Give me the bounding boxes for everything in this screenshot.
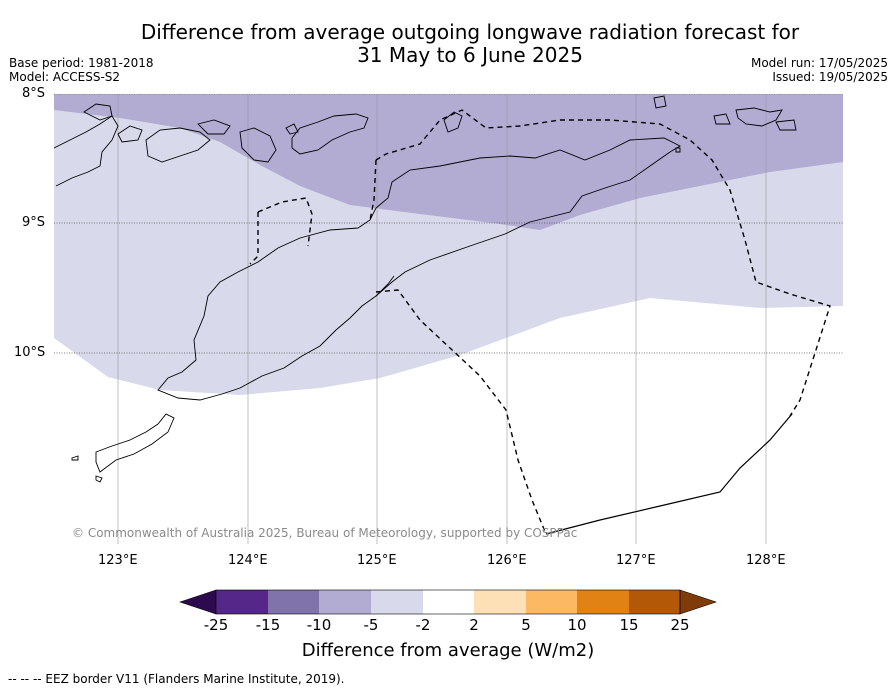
colorbar-tick: 5	[521, 616, 531, 634]
colorbar-15-25	[629, 590, 680, 614]
colorbar-tick: -5	[363, 616, 379, 634]
grid-lines	[117, 94, 767, 544]
model-name: Model: ACCESS-S2	[9, 70, 121, 84]
lembata-island-coastline	[145, 127, 211, 163]
eastern-islet-2	[775, 119, 797, 131]
small-island-2	[117, 125, 143, 143]
alor-island-coastline	[291, 113, 369, 155]
issued-date: Issued: 19/05/2025	[772, 70, 888, 84]
colorbar-below-25	[179, 589, 217, 615]
lon-label-125e: 125°E	[357, 553, 397, 568]
colorbar-minus5-minus2	[371, 590, 423, 614]
model-run: Model run: 17/05/2025	[750, 56, 888, 70]
map-title-line-2: 31 May to 6 June 2025	[357, 43, 583, 67]
colorbar-2-5	[474, 590, 526, 614]
base-period: Base period: 1981-2018	[9, 56, 154, 70]
lon-label-123e: 123°E	[98, 553, 138, 568]
eez-timor-leste-south	[375, 289, 547, 535]
rote-island-coastline	[95, 413, 175, 473]
small-island-3	[285, 123, 299, 135]
atauro-island-coastline	[443, 111, 463, 133]
map-title-line-1: Difference from average outgoing longwav…	[140, 20, 800, 44]
lat-label-9s: 9°S	[22, 215, 46, 230]
colorbar-minus2-2	[423, 590, 474, 614]
map-area	[54, 94, 843, 544]
coastlines	[54, 95, 797, 483]
latitude-lines	[54, 94, 843, 354]
colorbar-tick: 2	[469, 616, 479, 634]
anomaly-region-minus10-minus5	[54, 94, 843, 230]
colorbar-tick: -10	[306, 616, 332, 634]
colorbar-5-10	[526, 590, 577, 614]
colorbar-frame	[215, 589, 681, 615]
colorbar	[179, 589, 717, 615]
eez-borders	[249, 109, 831, 535]
adonara-island-coastline	[197, 119, 231, 135]
colorbar-tick: -25	[203, 616, 229, 634]
lon-label-124e: 124°E	[228, 553, 268, 568]
colorbar-tick: 10	[567, 616, 587, 634]
lat-label-8s: 8°S	[22, 86, 46, 101]
colorbar-tick: 25	[670, 616, 690, 634]
colorbar-tick: -2	[415, 616, 431, 634]
flores-east-coastline	[54, 115, 119, 187]
lat-label-10s: 10°S	[14, 345, 46, 360]
eastern-island-coastline	[735, 107, 783, 127]
lon-label-126e: 126°E	[487, 553, 527, 568]
pantar-island-coastline	[239, 127, 277, 163]
ndao-island-coastline	[71, 455, 79, 461]
eez-timor-leste-main	[375, 109, 831, 417]
eez-footnote: -- -- -- EEZ border V11 (Flanders Marine…	[8, 672, 345, 686]
lon-label-127e: 127°E	[616, 553, 656, 568]
sabu-islet	[95, 475, 103, 483]
colorbar-tick: 15	[619, 616, 639, 634]
copyright-credit: © Commonwealth of Australia 2025, Bureau…	[72, 526, 578, 540]
colorbar-10-15	[577, 590, 629, 614]
colorbar-tick: -15	[255, 616, 281, 634]
colorbar-title: Difference from average (W/m2)	[301, 640, 595, 661]
eez-north-link	[369, 159, 377, 221]
small-island-1	[83, 103, 113, 121]
colorbar-minus15-minus10	[268, 590, 319, 614]
colorbar-minus10-minus5	[319, 590, 371, 614]
colorbar-above-25	[679, 589, 717, 615]
wetar-island-coastline	[653, 95, 667, 109]
eez-solid-southern-boundary	[545, 413, 793, 535]
jaco-islet	[675, 147, 681, 153]
eastern-islet-1	[713, 113, 731, 125]
lon-label-128e: 128°E	[746, 553, 786, 568]
colorbar-minus25-minus15	[216, 590, 268, 614]
timor-island-coastline	[157, 137, 681, 401]
